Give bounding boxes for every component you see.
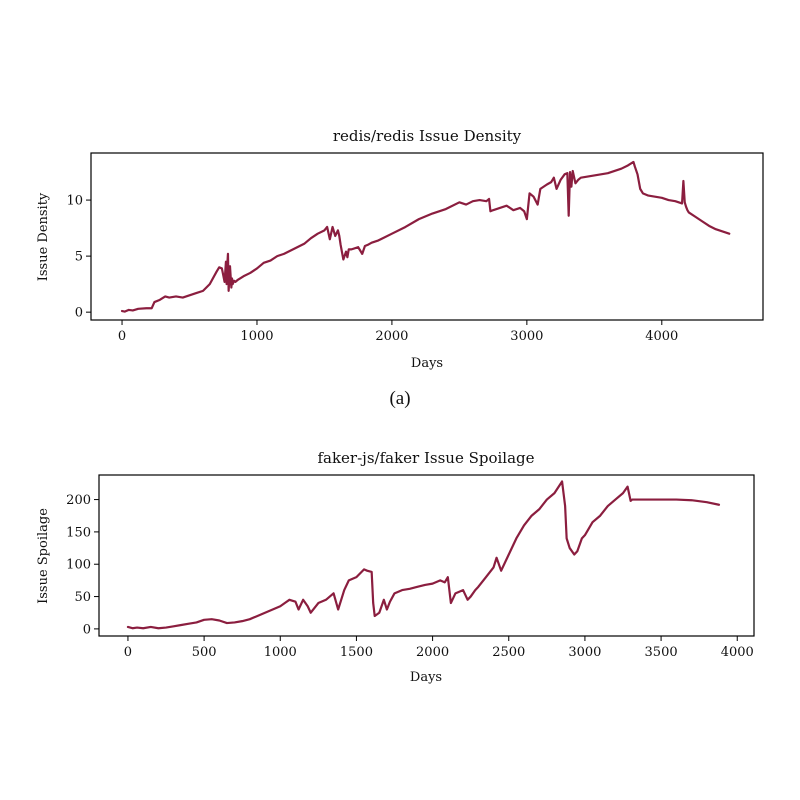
chart-b-xtick-label: 3500 xyxy=(645,645,678,660)
chart-a-xtick-label: 3000 xyxy=(510,329,543,344)
chart-b-ylabel: Issue Spoilage xyxy=(36,508,51,604)
chart-a-series-line xyxy=(120,160,731,313)
chart-b-ytick-label: 100 xyxy=(66,558,91,573)
chart-b-ytick-label: 200 xyxy=(66,493,91,508)
chart-b-xtick-label: 2000 xyxy=(416,645,449,660)
chart-b-ytick-label: 50 xyxy=(74,590,91,605)
chart-b-title: faker-js/faker Issue Spoilage xyxy=(317,449,534,467)
chart-a-ytick-label: 5 xyxy=(75,250,83,265)
chart-a-ylabel: Issue Density xyxy=(36,192,51,281)
chart-b-xtick-label: 500 xyxy=(192,645,217,660)
chart-a-xtick-label: 0 xyxy=(118,329,126,344)
chart-a-frame xyxy=(90,152,764,321)
chart-a-xlabel: Days xyxy=(411,356,443,371)
chart-b-series-line xyxy=(126,480,721,630)
chart-a-ytick-label: 10 xyxy=(66,194,83,209)
chart-b-xtick-label: 0 xyxy=(124,645,132,660)
chart-b-xtick-label: 4000 xyxy=(721,645,754,660)
caption-a: (a) xyxy=(389,388,410,409)
chart-a-title: redis/redis Issue Density xyxy=(333,127,522,145)
chart-b-xtick-label: 2500 xyxy=(492,645,525,660)
chart-b-xlabel: Days xyxy=(410,670,442,685)
chart-faker-issue-spoilage: faker-js/faker Issue Spoilage 0 500 1000 15… xyxy=(36,449,755,685)
chart-b-frame xyxy=(98,474,755,637)
chart-b-ytick-label: 150 xyxy=(66,525,91,540)
chart-a-xtick-label: 4000 xyxy=(645,329,678,344)
chart-a-ytick-label: 0 xyxy=(75,306,83,321)
chart-b-xtick-label: 1500 xyxy=(340,645,373,660)
chart-b-xtick-label: 1000 xyxy=(264,645,297,660)
chart-b-ytick-label: 0 xyxy=(83,622,91,637)
chart-a-xtick-label: 2000 xyxy=(375,329,408,344)
chart-redis-issue-density: redis/redis Issue Density 0 1000 2000 3000 4… xyxy=(36,127,764,371)
chart-b-xtick-label: 3000 xyxy=(568,645,601,660)
chart-a-xtick-label: 1000 xyxy=(240,329,273,344)
